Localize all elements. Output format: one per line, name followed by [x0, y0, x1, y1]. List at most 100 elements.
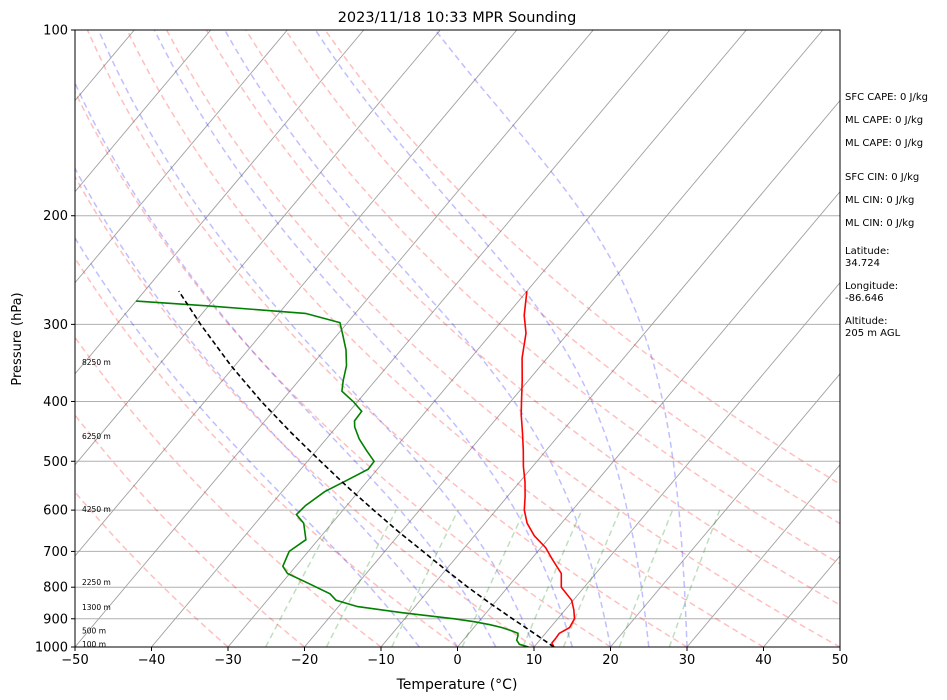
- moist-adiabat-10: [97, 30, 535, 647]
- isotherm-0: [457, 190, 840, 647]
- moist-adiabat-5: [75, 81, 497, 647]
- isotherm-20: [610, 373, 840, 647]
- moist-adiabats: [75, 30, 688, 647]
- ml-cape-2: ML CAPE: 0 J/kg: [845, 138, 924, 149]
- height-labels: 8250 m 6250 m 4250 m 2250 m 1300 m 500 m 100 m: [82, 358, 111, 649]
- dry-adiabat-40: [126, 30, 764, 647]
- mixing-ratio-7: [522, 509, 583, 647]
- dry-adiabat-80: [284, 30, 840, 525]
- y-tick-label: 900: [43, 612, 68, 627]
- x-tick-label: −30: [214, 653, 241, 668]
- height-label: 6250 m: [82, 432, 111, 441]
- series-line-0: [520, 291, 576, 647]
- x-tick-label: −40: [138, 653, 165, 668]
- y-tick-label: 800: [43, 581, 68, 596]
- plot-frame: [74, 29, 841, 648]
- mixing-ratio-lines: [264, 509, 721, 647]
- dry-adiabat-10: [75, 175, 535, 647]
- chart-title: 2023/11/18 10:33 MPR Sounding: [338, 10, 577, 26]
- x-tick-label: 10: [526, 653, 543, 668]
- sounding-parameters: SFC CAPE: 0 J/kg ML CAPE: 0 J/kg ML CAPE…: [845, 92, 945, 340]
- isotherm--30: [227, 30, 747, 647]
- height-label: 2250 m: [82, 578, 111, 587]
- series-line-1: [136, 300, 529, 647]
- isotherm--10: [380, 99, 840, 647]
- dry-adiabat-20: [75, 90, 611, 647]
- dry-adiabat--10: [75, 336, 382, 647]
- dry-adiabat-70: [245, 30, 840, 565]
- dry-adiabat-60: [205, 30, 840, 606]
- altitude-label: Altitude:: [845, 316, 888, 327]
- height-label: 500 m: [82, 626, 106, 635]
- dry-adiabat-90: [324, 30, 840, 486]
- x-tick-label: −20: [291, 653, 318, 668]
- isotherm--90: [75, 30, 288, 284]
- y-axis: 100 200 300 400 500 600 700 800 900 1000: [35, 24, 75, 656]
- y-tick-label: 1000: [35, 641, 68, 656]
- y-tick-label: 600: [43, 504, 68, 519]
- y-tick-label: 400: [43, 395, 68, 410]
- isotherm--80: [75, 30, 365, 375]
- dry-adiabat-30: [86, 30, 688, 647]
- height-label: 4250 m: [82, 505, 111, 514]
- ml-cape: ML CAPE: 0 J/kg: [845, 115, 924, 126]
- x-tick-label: 50: [832, 653, 849, 668]
- dry-adiabat-50: [165, 30, 840, 647]
- y-tick-label: 500: [43, 455, 68, 470]
- isotherm-30: [686, 464, 840, 647]
- x-tick-label: 40: [755, 653, 772, 668]
- mixing-ratio-10: [562, 509, 621, 647]
- x-tick-label: 30: [679, 653, 696, 668]
- isotherm--70: [75, 30, 441, 466]
- mixing-ratio-4: [461, 509, 526, 647]
- isotherm--20: [304, 30, 824, 647]
- dry-adiabat--20: [75, 413, 305, 647]
- dry-adiabat-0: [75, 256, 458, 647]
- x-axis: −50 −40 −30 −20 −10 0 10 20 30 40 50: [61, 647, 848, 668]
- moist-adiabat-30: [434, 30, 688, 647]
- longitude-label: Longitude:: [845, 281, 899, 292]
- y-tick-label: 200: [43, 209, 68, 224]
- moist-adiabat--5: [75, 236, 420, 647]
- gridlines: [75, 30, 840, 647]
- profiles: [136, 290, 576, 647]
- isotherm--40: [151, 30, 671, 647]
- moist-adiabat-25: [314, 30, 650, 647]
- altitude-value: 205 m AGL: [845, 328, 901, 339]
- longitude-value: -86.646: [845, 293, 884, 304]
- ml-cin-2: ML CIN: 0 J/kg: [845, 218, 915, 229]
- mixing-ratio-24: [668, 509, 721, 647]
- latitude-label: Latitude:: [845, 246, 890, 257]
- mixing-ratio-0.5: [264, 509, 339, 647]
- height-label: 8250 m: [82, 358, 111, 367]
- latitude-value: 34.724: [845, 258, 880, 269]
- dry-adiabat--30: [75, 491, 229, 647]
- y-tick-label: 700: [43, 545, 68, 560]
- isotherm--60: [75, 30, 518, 557]
- isotherm--50: [75, 30, 594, 647]
- height-label: 1300 m: [82, 603, 111, 612]
- moist-adiabat-0: [75, 166, 459, 647]
- series-line-2: [178, 290, 555, 647]
- mixing-ratio-16: [618, 509, 674, 647]
- dry-adiabats: [75, 30, 840, 647]
- x-tick-label: −50: [61, 653, 88, 668]
- x-tick-label: 0: [453, 653, 461, 668]
- height-label: 100 m: [82, 640, 106, 649]
- y-tick-label: 300: [43, 318, 68, 333]
- sfc-cin: SFC CIN: 0 J/kg: [845, 172, 920, 183]
- x-tick-label: −10: [367, 653, 394, 668]
- sfc-cape: SFC CAPE: 0 J/kg: [845, 92, 928, 103]
- mixing-ratio-2: [391, 509, 459, 647]
- x-tick-label: 20: [602, 653, 619, 668]
- x-axis-label: Temperature (°C): [396, 677, 518, 693]
- isotherm-10: [533, 282, 840, 647]
- moist-adiabat-15: [153, 30, 574, 647]
- y-axis-label: Pressure (hPa): [10, 292, 25, 385]
- mixing-ratio-1: [325, 509, 397, 647]
- moist-adiabat-20: [224, 30, 612, 647]
- isotherm--100: [75, 30, 212, 193]
- ml-cin: ML CIN: 0 J/kg: [845, 195, 915, 206]
- y-tick-label: 100: [43, 24, 68, 39]
